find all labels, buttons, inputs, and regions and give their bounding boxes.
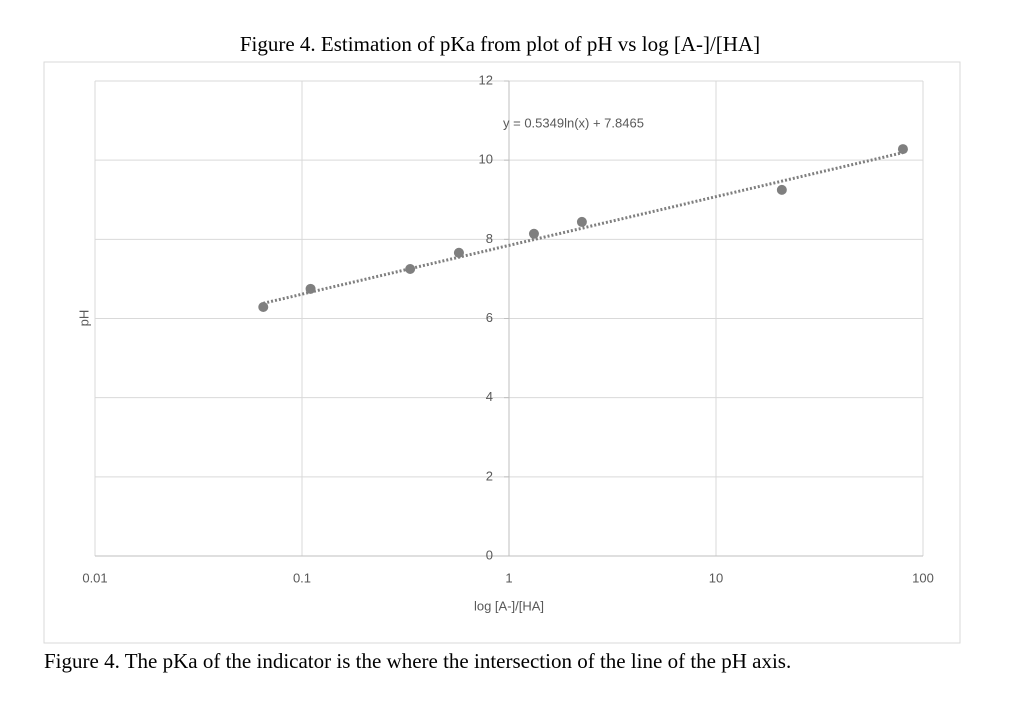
x-tick-label: 0.01 [82,570,107,585]
data-point [897,144,908,155]
data-point [453,247,464,258]
data-point [576,216,587,227]
x-tick-label: 0.1 [293,570,311,585]
data-point [305,283,316,294]
x-tick-label: 1 [505,570,512,585]
x-tick-label: 100 [912,570,934,585]
data-point [776,184,787,195]
data-point [528,228,539,239]
trendline-equation: y = 0.5349ln(x) + 7.8465 [503,115,644,130]
data-point [258,302,269,313]
chart-frame [43,61,961,644]
y-tick-label: 12 [479,72,493,87]
y-tick-label: 6 [486,310,493,325]
y-tick-label: 2 [486,468,493,483]
chart-title: Figure 4. Estimation of pKa from plot of… [240,32,760,56]
caption: Figure 4. The pKa of the indicator is th… [44,649,791,673]
x-axis-label: log [A-]/[HA] [474,598,544,613]
y-tick-label: 4 [486,389,493,404]
trendline [262,151,904,305]
y-tick-label: 0 [486,547,493,562]
y-tick-label: 10 [479,152,493,167]
y-tick-label: 8 [486,231,493,246]
y-axis-label: pH [76,310,91,327]
x-tick-label: 10 [709,570,723,585]
data-point [405,264,416,275]
